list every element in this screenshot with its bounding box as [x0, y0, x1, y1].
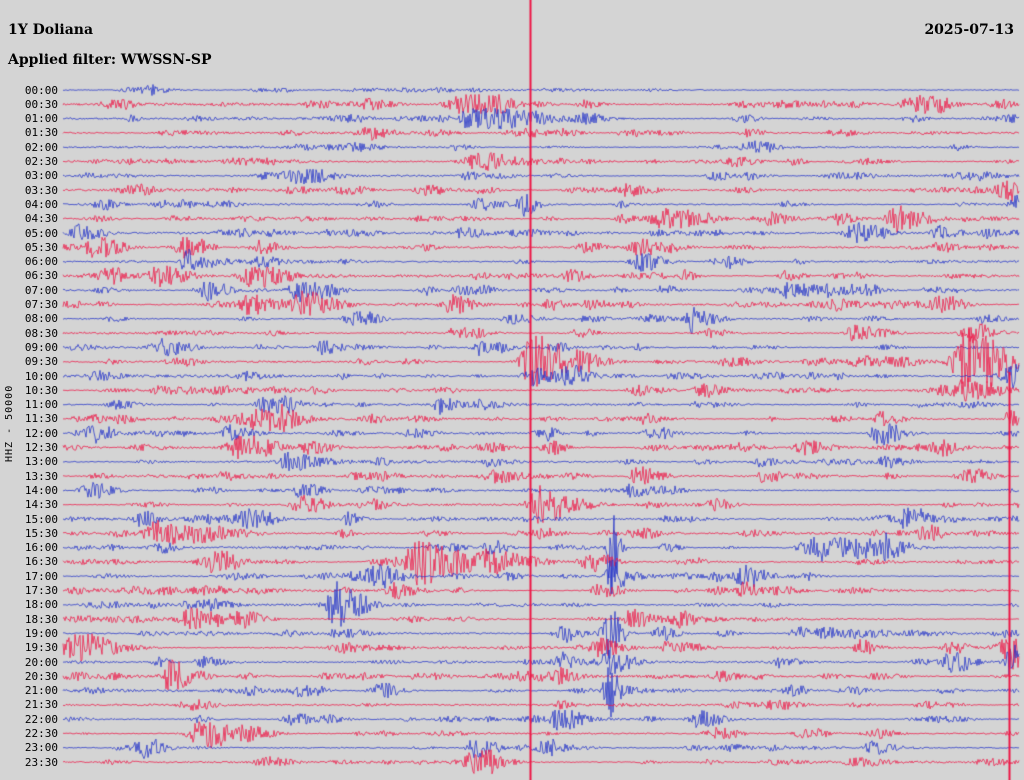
time-label: 12:30: [24, 441, 58, 454]
time-label: 20:30: [24, 669, 58, 683]
time-label: 21:00: [24, 684, 58, 698]
time-label: 14:30: [24, 498, 58, 512]
time-label: 17:30: [24, 584, 58, 597]
time-label: 09:00: [24, 340, 58, 354]
time-label: 18:30: [24, 612, 58, 626]
time-label: 23:00: [24, 741, 58, 755]
time-axis: 00:00 00:30 01:00 01:30 02:00 02:30 03:00 03:30…: [0, 0, 58, 780]
time-label: 01:30: [24, 126, 58, 140]
time-label: 13:00: [24, 455, 58, 469]
time-label: 00:30: [24, 97, 58, 111]
date-label: 2025-07-13: [924, 22, 1014, 38]
time-label: 12:00: [24, 426, 58, 440]
time-label: 03:30: [24, 183, 58, 197]
time-label: 05:00: [24, 226, 58, 240]
time-label: 15:00: [24, 512, 58, 526]
time-label: 22:30: [24, 727, 58, 740]
time-label: 23:30: [24, 755, 58, 769]
time-label: 05:30: [24, 240, 58, 254]
time-label: 06:00: [24, 255, 58, 269]
time-label: 06:30: [24, 269, 58, 283]
time-label: 16:30: [24, 555, 58, 569]
time-label: 00:00: [24, 83, 58, 97]
time-label: 11:00: [24, 398, 58, 412]
time-label: 19:00: [24, 626, 58, 640]
time-label: 10:30: [24, 383, 58, 397]
time-label: 09:30: [24, 355, 58, 369]
time-label: 10:00: [24, 369, 58, 383]
time-label: 01:00: [24, 112, 58, 126]
time-label: 17:00: [24, 569, 58, 583]
time-label: 03:00: [24, 169, 58, 183]
time-label: 02:00: [24, 140, 58, 154]
time-label: 18:00: [24, 598, 58, 612]
time-label: 08:00: [24, 312, 58, 326]
time-label: 21:30: [24, 698, 58, 712]
time-label: 14:00: [24, 483, 58, 497]
time-label: 04:30: [24, 212, 58, 226]
time-label: 20:00: [24, 655, 58, 669]
time-label: 04:00: [24, 197, 58, 211]
time-label: 22:00: [24, 712, 58, 726]
time-label: 11:30: [24, 412, 58, 426]
time-label: 19:30: [24, 641, 58, 655]
time-label: 13:30: [24, 469, 58, 483]
time-label: 07:00: [24, 283, 58, 297]
time-label: 16:00: [24, 541, 58, 555]
time-label: 02:30: [24, 155, 58, 168]
time-label: 15:30: [24, 526, 58, 540]
time-label: 08:30: [24, 326, 58, 340]
station-title: 1Y Doliana: [8, 22, 94, 38]
applied-filter-label: Applied filter: WWSSN-SP: [8, 52, 212, 68]
channel-scale-label: HHZ - 50000: [4, 384, 15, 462]
time-label: 07:30: [24, 298, 58, 311]
